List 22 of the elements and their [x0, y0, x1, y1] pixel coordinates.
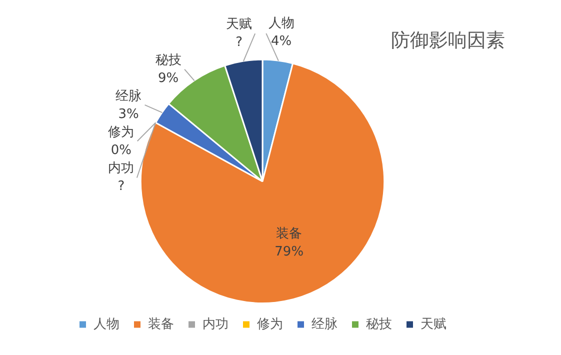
slice-label: 秘技: [155, 52, 182, 68]
slice-label: 人物: [268, 16, 294, 32]
slice-label: 天赋: [226, 16, 252, 32]
slice-label: 装备: [276, 226, 302, 242]
legend-label: 装备: [148, 316, 174, 332]
legend-label: 秘技: [366, 316, 392, 332]
legend-label: 经脉: [311, 316, 338, 332]
data-label: 9%: [158, 70, 179, 86]
slice-label: 经脉: [116, 88, 142, 104]
data-label: 79%: [274, 244, 304, 260]
data-label: 3%: [118, 106, 139, 122]
text: ?: [118, 178, 125, 194]
data-label: 4%: [270, 34, 292, 50]
legend-label: 修为: [256, 316, 283, 332]
data-label: ?: [236, 34, 243, 50]
category-label: 内功: [108, 160, 134, 176]
category-label: 修为: [108, 124, 134, 140]
text: 0%: [110, 142, 132, 158]
legend-label: 人物: [93, 316, 120, 332]
text: 防御影响因素: [391, 29, 505, 52]
legend-label: 内功: [202, 316, 228, 332]
legend-label: 天赋: [420, 316, 446, 332]
